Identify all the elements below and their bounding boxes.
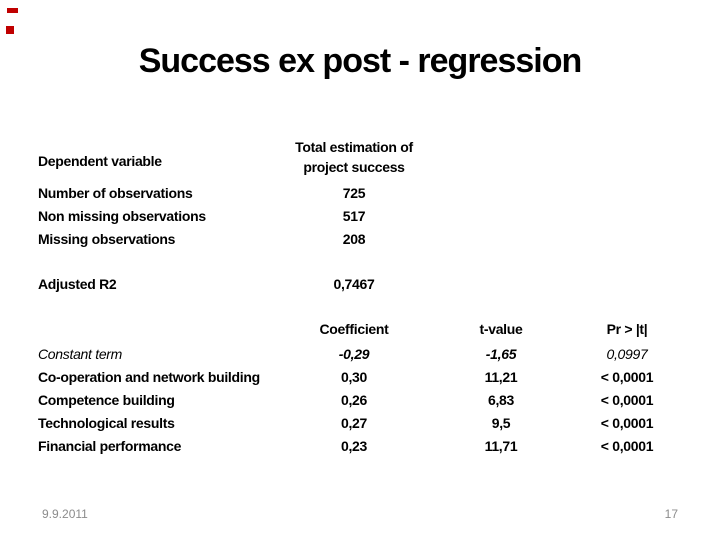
summary-row-value: 208 — [342, 231, 366, 247]
dependent-variable-value-line2: project success — [303, 159, 405, 175]
regression-row-pr-t: 0,0997 — [606, 346, 648, 362]
coefficient-column-header: Coefficient — [319, 321, 389, 337]
regression-row-t-value: 9,5 — [491, 415, 511, 431]
regression-row-t-value: -1,65 — [485, 346, 517, 362]
regression-row-coefficient: 0,27 — [340, 415, 368, 431]
regression-row-t-value: 6,83 — [487, 392, 515, 408]
dependent-variable-value-line1: Total estimation of — [295, 139, 413, 155]
t-value-column-header: t-value — [479, 321, 523, 337]
summary-row-label: Non missing observations — [38, 208, 206, 224]
regression-row-t-value: 11,71 — [484, 438, 518, 454]
corner-accent-mark-2-icon — [6, 26, 14, 34]
regression-row-pr-t: < 0,0001 — [600, 415, 654, 431]
regression-row-label: Technological results — [38, 415, 175, 431]
regression-row-label: Constant term — [38, 346, 123, 362]
adjusted-r2-label: Adjusted R2 — [38, 276, 117, 292]
pr-t-column-header: Pr > |t| — [606, 321, 648, 337]
summary-row-label: Number of observations — [38, 185, 193, 201]
regression-row-coefficient: 0,30 — [340, 369, 368, 385]
footer-date: 9.9.2011 — [42, 507, 88, 521]
regression-row-t-value: 11,21 — [484, 369, 518, 385]
slide-title: Success ex post - regression — [138, 42, 583, 80]
regression-row-coefficient: 0,26 — [340, 392, 368, 408]
summary-row-value: 517 — [342, 208, 366, 224]
regression-row-label: Financial performance — [38, 438, 182, 454]
summary-row-label: Missing observations — [38, 231, 176, 247]
regression-row-pr-t: < 0,0001 — [600, 438, 654, 454]
regression-row-label: Competence building — [38, 392, 175, 408]
footer-page-number: 17 — [664, 507, 678, 521]
corner-accent-mark-icon — [7, 8, 18, 13]
summary-row-value: 725 — [342, 185, 366, 201]
regression-row-label: Co-operation and network building — [38, 369, 260, 385]
regression-row-pr-t: < 0,0001 — [600, 392, 654, 408]
regression-row-pr-t: < 0,0001 — [600, 369, 654, 385]
dependent-variable-label: Dependent variable — [38, 153, 162, 169]
dependent-variable-value: Total estimation of project success — [262, 137, 446, 177]
regression-row-coefficient: -0,29 — [338, 346, 370, 362]
adjusted-r2-value: 0,7467 — [333, 276, 375, 292]
regression-row-coefficient: 0,23 — [340, 438, 368, 454]
